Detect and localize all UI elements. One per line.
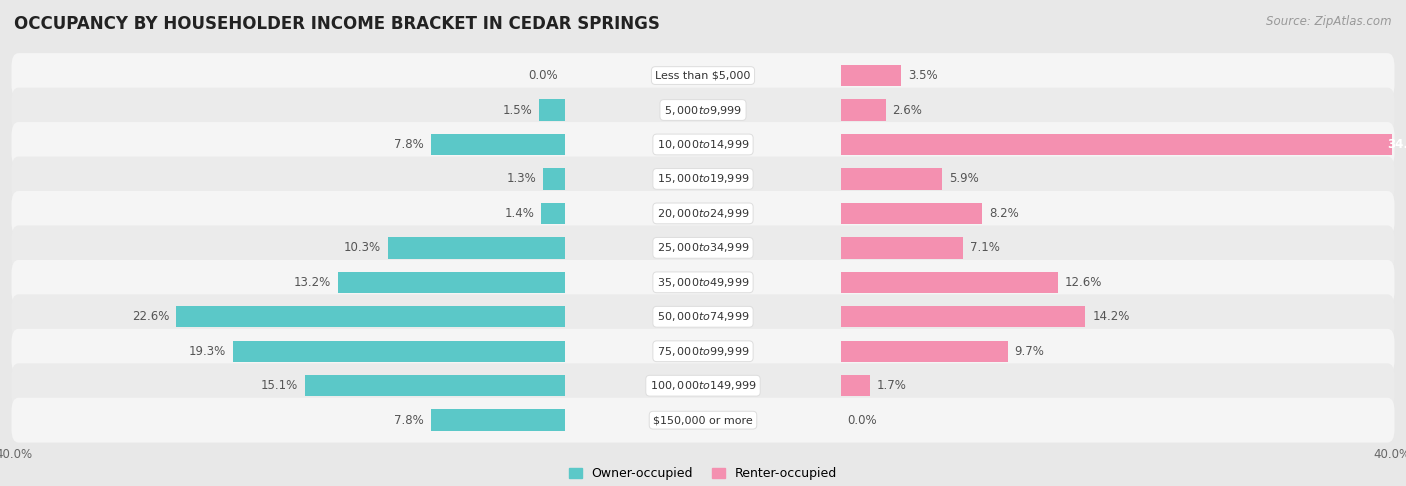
- Bar: [841, 134, 1406, 155]
- Bar: [841, 237, 963, 259]
- FancyBboxPatch shape: [11, 329, 1395, 374]
- Text: 19.3%: 19.3%: [188, 345, 226, 358]
- Text: $35,000 to $49,999: $35,000 to $49,999: [657, 276, 749, 289]
- Bar: [388, 237, 565, 259]
- Bar: [337, 272, 565, 293]
- Bar: [430, 134, 565, 155]
- Text: 1.7%: 1.7%: [877, 379, 907, 392]
- Text: 7.8%: 7.8%: [394, 138, 425, 151]
- FancyBboxPatch shape: [11, 191, 1395, 236]
- Bar: [540, 99, 565, 121]
- Text: 7.1%: 7.1%: [970, 242, 1000, 254]
- Text: $5,000 to $9,999: $5,000 to $9,999: [664, 104, 742, 117]
- Text: 12.6%: 12.6%: [1064, 276, 1102, 289]
- Legend: Owner-occupied, Renter-occupied: Owner-occupied, Renter-occupied: [569, 468, 837, 481]
- Text: $25,000 to $34,999: $25,000 to $34,999: [657, 242, 749, 254]
- Text: OCCUPANCY BY HOUSEHOLDER INCOME BRACKET IN CEDAR SPRINGS: OCCUPANCY BY HOUSEHOLDER INCOME BRACKET …: [14, 15, 659, 33]
- Bar: [841, 341, 1008, 362]
- Bar: [841, 168, 942, 190]
- FancyBboxPatch shape: [11, 87, 1395, 132]
- Text: 0.0%: 0.0%: [848, 414, 877, 427]
- Text: $20,000 to $24,999: $20,000 to $24,999: [657, 207, 749, 220]
- Text: 9.7%: 9.7%: [1015, 345, 1045, 358]
- Text: 14.2%: 14.2%: [1092, 310, 1129, 323]
- FancyBboxPatch shape: [11, 226, 1395, 270]
- Bar: [841, 306, 1085, 328]
- Text: 2.6%: 2.6%: [893, 104, 922, 117]
- FancyBboxPatch shape: [11, 156, 1395, 201]
- Text: Source: ZipAtlas.com: Source: ZipAtlas.com: [1267, 15, 1392, 28]
- FancyBboxPatch shape: [11, 260, 1395, 305]
- Text: 5.9%: 5.9%: [949, 173, 979, 186]
- Text: 13.2%: 13.2%: [294, 276, 330, 289]
- Text: 22.6%: 22.6%: [132, 310, 169, 323]
- Bar: [305, 375, 565, 397]
- Text: 15.1%: 15.1%: [262, 379, 298, 392]
- Text: 1.5%: 1.5%: [503, 104, 533, 117]
- Text: 8.2%: 8.2%: [988, 207, 1019, 220]
- Text: 7.8%: 7.8%: [394, 414, 425, 427]
- Bar: [176, 306, 565, 328]
- Bar: [841, 203, 981, 224]
- Bar: [233, 341, 565, 362]
- Text: $75,000 to $99,999: $75,000 to $99,999: [657, 345, 749, 358]
- Text: 0.0%: 0.0%: [529, 69, 558, 82]
- Text: $15,000 to $19,999: $15,000 to $19,999: [657, 173, 749, 186]
- Text: 1.4%: 1.4%: [505, 207, 534, 220]
- Bar: [841, 65, 901, 86]
- Text: 1.3%: 1.3%: [506, 173, 536, 186]
- FancyBboxPatch shape: [11, 364, 1395, 408]
- Text: Less than $5,000: Less than $5,000: [655, 70, 751, 81]
- Bar: [841, 272, 1057, 293]
- Text: 10.3%: 10.3%: [344, 242, 381, 254]
- FancyBboxPatch shape: [11, 53, 1395, 98]
- Text: $100,000 to $149,999: $100,000 to $149,999: [650, 379, 756, 392]
- Text: 34.6%: 34.6%: [1388, 138, 1406, 151]
- Bar: [543, 168, 565, 190]
- Text: $50,000 to $74,999: $50,000 to $74,999: [657, 310, 749, 323]
- Bar: [430, 410, 565, 431]
- FancyBboxPatch shape: [11, 122, 1395, 167]
- FancyBboxPatch shape: [11, 295, 1395, 339]
- Bar: [541, 203, 565, 224]
- Text: 3.5%: 3.5%: [908, 69, 938, 82]
- Text: $10,000 to $14,999: $10,000 to $14,999: [657, 138, 749, 151]
- Bar: [841, 99, 886, 121]
- Text: $150,000 or more: $150,000 or more: [654, 415, 752, 425]
- Bar: [841, 375, 870, 397]
- FancyBboxPatch shape: [11, 398, 1395, 443]
